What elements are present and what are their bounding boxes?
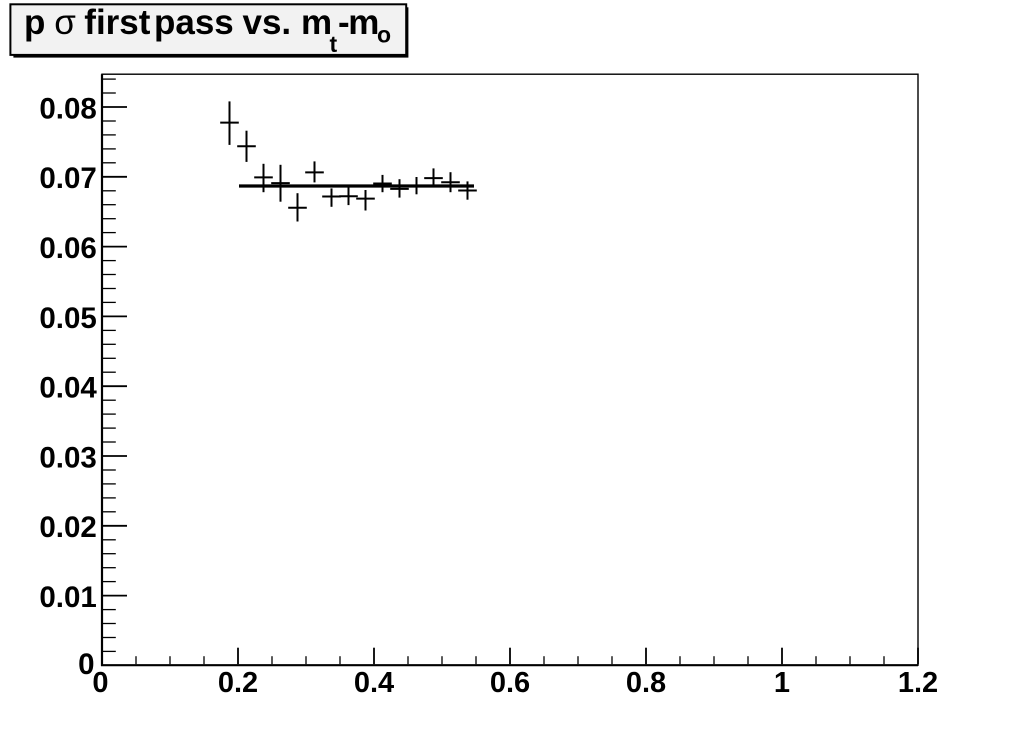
svg-text:t: t [330,31,338,57]
svg-text:0.6: 0.6 [490,667,530,699]
svg-text:0.08: 0.08 [39,92,96,125]
svg-text:1.2: 1.2 [898,667,938,699]
svg-text:0.05: 0.05 [39,302,96,335]
svg-text:first: first [84,3,150,42]
svg-text:p: p [24,3,45,42]
svg-text:0: 0 [92,667,108,699]
svg-text:0.01: 0.01 [39,581,96,614]
svg-text:0.2: 0.2 [218,667,258,699]
svg-text:vs.: vs. [243,3,292,42]
svg-text:m: m [301,3,332,42]
svg-text:0.07: 0.07 [39,162,96,195]
svg-text:0: 0 [78,648,94,681]
svg-text:σ: σ [54,3,76,42]
svg-text:pass: pass [154,3,234,42]
svg-text:1: 1 [774,667,790,699]
svg-text:0.4: 0.4 [354,667,394,699]
svg-text:0.03: 0.03 [39,441,96,474]
svg-text:0.06: 0.06 [39,232,96,265]
svg-text:m: m [348,3,379,42]
svg-text:0.8: 0.8 [626,667,666,699]
svg-text:o: o [377,21,391,47]
svg-text:0.02: 0.02 [39,511,96,544]
svg-text:0.04: 0.04 [39,372,97,405]
svg-text:-: - [338,3,350,42]
